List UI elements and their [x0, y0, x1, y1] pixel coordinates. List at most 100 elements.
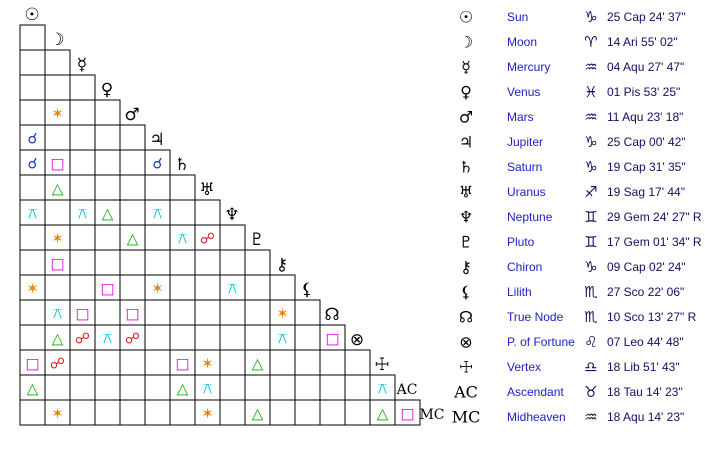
list-planet-glyph: ♅ — [459, 183, 473, 202]
grid-cell — [94, 249, 121, 276]
aspect-symbol: △ — [127, 230, 139, 248]
grid-cell — [219, 399, 246, 426]
list-planet-glyph: AC — [453, 383, 478, 402]
grid-cell — [194, 249, 221, 276]
grid-cell — [194, 399, 221, 426]
grid-planet-glyph: ⚸ — [301, 280, 313, 300]
aspect-symbol: □ — [175, 355, 189, 373]
sign-glyph: ♒ — [584, 108, 597, 126]
grid-cell — [144, 349, 171, 376]
aspect-symbol: △ — [177, 380, 189, 398]
aspect-symbol: □ — [75, 305, 89, 323]
grid-cell — [119, 199, 146, 226]
grid-cell — [194, 274, 221, 301]
grid-cell — [219, 324, 246, 351]
aspect-symbol: □ — [25, 355, 39, 373]
aspect-symbol: ☍ — [200, 230, 215, 248]
grid-cell — [119, 274, 146, 301]
sign-glyph: ♏ — [584, 283, 598, 301]
aspect-symbol: ✶ — [201, 405, 214, 423]
grid-cell — [344, 399, 371, 426]
grid-cell — [119, 399, 146, 426]
sign-glyph: ♐ — [584, 183, 597, 201]
grid-cell — [294, 349, 321, 376]
grid-planet-glyph: ♄ — [174, 155, 189, 175]
list-planet-glyph: ⊗ — [459, 333, 472, 352]
aspect-symbol: △ — [52, 330, 64, 348]
grid-cell — [269, 274, 296, 301]
grid-cell — [294, 324, 321, 351]
planet-name: P. of Fortune — [507, 335, 575, 349]
grid-cell — [169, 324, 196, 351]
grid-cell — [219, 274, 246, 301]
aspect-symbol: □ — [125, 305, 139, 323]
sign-glyph: ♏ — [584, 308, 598, 326]
grid-cell — [44, 299, 71, 326]
grid-planet-glyph: ☿ — [77, 55, 87, 75]
planet-position: 18 Lib 51' 43" — [607, 360, 680, 374]
planet-position: 27 Sco 22' 06" — [607, 285, 684, 299]
grid-cell — [44, 74, 71, 101]
planet-name: Lilith — [507, 285, 532, 299]
grid-cell — [44, 274, 71, 301]
list-planet-glyph: ☽ — [459, 33, 473, 52]
list-planet-glyph: ⚷ — [460, 258, 472, 277]
grid-cell — [119, 324, 146, 351]
grid-cell — [119, 299, 146, 326]
grid-planet-glyph: ♇ — [249, 230, 264, 250]
grid-cell — [344, 374, 371, 401]
list-planet-glyph: ♇ — [459, 233, 473, 252]
planet-name: Jupiter — [507, 135, 543, 149]
grid-cell — [119, 249, 146, 276]
sign-glyph: ♓ — [584, 83, 597, 101]
aspect-symbol: ⚻ — [153, 205, 163, 223]
grid-cell — [269, 399, 296, 426]
aspect-symbol: ☌ — [152, 155, 162, 173]
aspect-symbol: □ — [325, 330, 339, 348]
planet-position: 19 Sag 17' 44" — [607, 185, 685, 199]
sign-glyph: ♌ — [584, 333, 597, 351]
grid-cell — [119, 349, 146, 376]
grid-cell — [69, 74, 96, 101]
aspect-symbol: □ — [50, 255, 64, 273]
grid-cell — [69, 249, 96, 276]
aspect-symbol: ✶ — [51, 230, 64, 248]
grid-planet-glyph: ⚷ — [276, 255, 288, 275]
grid-cell — [194, 299, 221, 326]
planet-position: 25 Cap 24' 37" — [607, 10, 686, 24]
planet-position: 17 Gem 01' 34" R — [607, 235, 702, 249]
aspect-symbol: ✶ — [276, 305, 289, 323]
planet-name: Vertex — [507, 360, 541, 374]
grid-cell — [169, 374, 196, 401]
sign-glyph: ♊ — [584, 233, 597, 251]
grid-planet-glyph: ☽ — [49, 30, 64, 50]
aspect-symbol: ✶ — [26, 280, 39, 298]
planet-name: Venus — [507, 85, 540, 99]
aspect-symbol: □ — [400, 405, 414, 423]
planet-name: Neptune — [507, 210, 553, 224]
planet-name: Mercury — [507, 60, 550, 74]
grid-cell — [94, 124, 121, 151]
grid-cell — [169, 399, 196, 426]
grid-cell — [19, 174, 46, 201]
aspect-symbol: △ — [252, 405, 264, 423]
grid-cell — [69, 224, 96, 251]
sign-glyph: ♑ — [584, 133, 597, 151]
sign-glyph: ♑ — [584, 158, 597, 176]
sign-glyph: ♑ — [584, 8, 597, 26]
sign-glyph: ♒ — [584, 408, 597, 426]
grid-cell — [19, 49, 46, 76]
list-planet-glyph: MC — [452, 408, 481, 427]
list-planet-glyph: ♆ — [459, 208, 473, 227]
grid-cell — [244, 374, 271, 401]
grid-cell — [219, 299, 246, 326]
planet-position: 25 Cap 00' 42" — [607, 135, 686, 149]
aspect-symbol: ⚻ — [103, 330, 113, 348]
planet-name: Uranus — [507, 185, 546, 199]
list-planet-glyph: ☩ — [459, 358, 473, 377]
grid-cell — [144, 374, 171, 401]
aspect-symbol: ☌ — [27, 130, 37, 148]
grid-cell — [394, 399, 421, 426]
planet-position: 18 Tau 14' 23" — [607, 385, 683, 399]
planet-position: 01 Pis 53' 25" — [607, 85, 680, 99]
